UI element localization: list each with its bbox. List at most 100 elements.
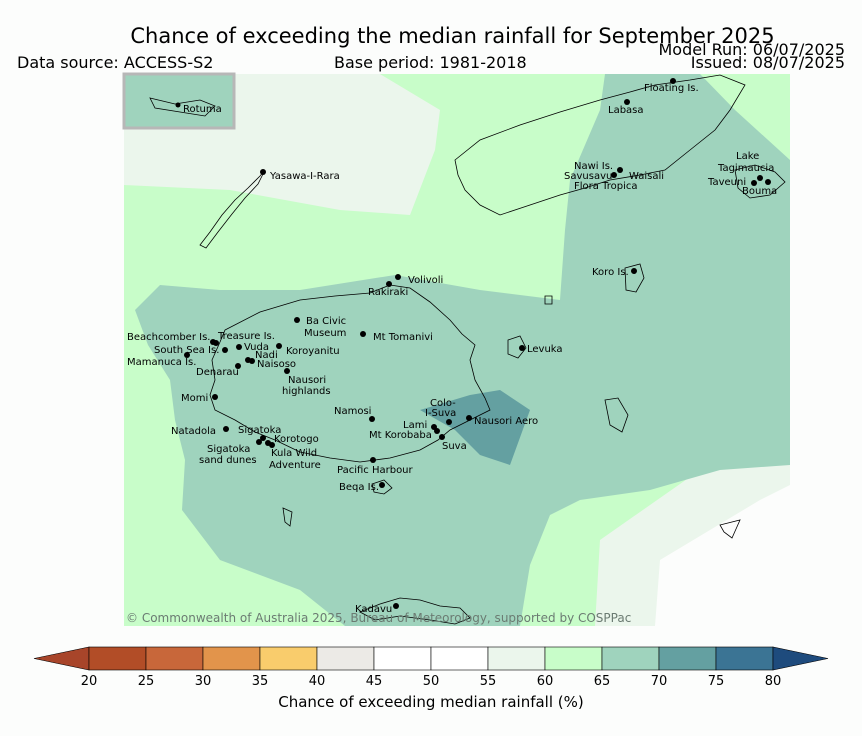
- natadola-label: Natadola: [171, 426, 216, 437]
- volivoli-dot: [395, 274, 401, 280]
- colorbar-tick-label: 30: [195, 674, 212, 689]
- base-period-text: Base period: 1981-2018: [334, 53, 527, 72]
- lake-label: Lake: [736, 151, 759, 162]
- lake-dot: [757, 175, 763, 181]
- colorbar-tick-label: 35: [252, 674, 269, 689]
- colorbar-extend-low: [33, 646, 90, 671]
- nawi-label: Nawi Is.: [574, 161, 613, 172]
- i-suva-label: I-Suva: [425, 408, 456, 419]
- zone-65-70: [135, 74, 790, 626]
- waisali-label: Waisali: [629, 171, 664, 182]
- museum-label: Museum: [304, 328, 346, 339]
- labasa-dot: [624, 99, 630, 105]
- denarau-label: Denarau: [196, 367, 239, 378]
- highlands-label: highlands: [282, 386, 331, 397]
- kula-dot: [269, 442, 275, 448]
- colorbar-tick-label: 65: [594, 674, 611, 689]
- small-island: [544, 295, 553, 305]
- colorbar-extend-high: [772, 646, 829, 671]
- denarau-dot: [235, 363, 241, 369]
- koro-dot: [631, 268, 637, 274]
- kadavu-coast: [359, 597, 471, 625]
- flora-label: Flora Tropica: [574, 181, 637, 192]
- south-sea-dot: [222, 347, 228, 353]
- mamanuca-label: Mamanuca Is.: [127, 357, 196, 368]
- rakiraki-label: Rakiraki: [368, 287, 408, 298]
- suva-label: Suva: [442, 441, 467, 452]
- koro-label: Koro Is.: [592, 267, 629, 278]
- ovalau-coast: [507, 335, 527, 359]
- vanua-levu-coast: [454, 74, 746, 216]
- colo-i-suva-dot: [446, 419, 452, 425]
- colorbar-tick-label: 45: [366, 674, 383, 689]
- colorbar-segment-50-55: [430, 646, 489, 671]
- colorbar-segment-75-80: [715, 646, 774, 671]
- lau-island-2: [282, 507, 293, 527]
- namosi-label: Namosi: [334, 406, 371, 417]
- naisoso-label: Naisoso: [257, 359, 296, 370]
- volivoli-label: Volivoli: [408, 275, 443, 286]
- tagimaucia-label: Tagimaucia: [717, 163, 774, 174]
- colorbar: 20 25 30 35 40 45 50 55 60 65 70 75 80: [33, 646, 829, 689]
- beqa-label: Beqa Is.: [339, 482, 379, 493]
- colorbar-segment-60-65: [544, 646, 603, 671]
- colorbar-tick-label: 70: [651, 674, 668, 689]
- colorbar-segment-35-40: [259, 646, 318, 671]
- beqa-dot: [379, 482, 385, 488]
- page-title: Chance of exceeding the median rainfall …: [130, 24, 775, 48]
- koroyanitu-dot: [276, 343, 282, 349]
- nadi-label: Nadi: [255, 350, 278, 361]
- yasawa-label: Yasawa-I-Rara: [269, 171, 340, 182]
- rotuma-dot: [175, 102, 181, 108]
- colorbar-segment-25-30: [145, 646, 204, 671]
- koro-coast: [624, 263, 645, 293]
- mt-korobaba-dot: [434, 428, 440, 434]
- nadi-dot-2: [249, 358, 255, 364]
- kadavu-dot: [393, 603, 399, 609]
- mt-tomanivi-dot: [360, 331, 366, 337]
- sigatoka-label: Sigatoka: [238, 425, 281, 436]
- issued-text: Issued: 08/07/2025: [690, 53, 845, 72]
- colorbar-segment-40-45: [316, 646, 375, 671]
- taveuni-dot: [751, 180, 757, 186]
- rakiraki-dot: [386, 281, 392, 287]
- ba-civic-label: Ba Civic: [306, 316, 346, 327]
- kadavu-label: Kadavu: [355, 604, 392, 615]
- pacific-harbour-dot: [370, 457, 376, 463]
- rotuma-label: Rotuma: [183, 104, 222, 115]
- treasure-label: Treasure Is.: [217, 331, 275, 342]
- vuda-dot: [236, 344, 242, 350]
- namosi-dot: [369, 416, 375, 422]
- savusavu-label: Savusavu: [564, 171, 612, 182]
- savusavu-dot: [611, 172, 617, 178]
- mt-tomanivi-label: Mt Tomanivi: [373, 332, 433, 343]
- korotogo-label: Korotogo: [274, 434, 319, 445]
- nausori-highlands-dot: [284, 368, 290, 374]
- colorbar-segment-20-25: [88, 646, 147, 671]
- bouma-label: Bouma: [742, 186, 777, 197]
- viti-levu-coast: [209, 284, 491, 463]
- colorbar-tick-label: 60: [537, 674, 554, 689]
- momi-dot: [212, 394, 218, 400]
- model-run-text: Model Run: 06/07/2025: [658, 40, 846, 59]
- nausori-aero-dot: [466, 415, 472, 421]
- sigatoka-dot: [260, 435, 266, 441]
- sigatoka-dot-2: [256, 439, 262, 445]
- koroyanitu-label: Koroyanitu: [286, 346, 340, 357]
- nausori-highlands-label: Nausori: [288, 375, 326, 386]
- colorbar-segment-55-60: [487, 646, 546, 671]
- floating-dot: [670, 78, 676, 84]
- natadola-dot: [223, 426, 229, 432]
- nawi-dot: [617, 167, 623, 173]
- colo-label: Colo-: [430, 398, 456, 409]
- colorbar-segment-30-35: [202, 646, 261, 671]
- labasa-label: Labasa: [608, 105, 644, 116]
- adventure-label: Adventure: [269, 460, 321, 471]
- lau-island-1: [604, 397, 629, 433]
- sand-dunes-label: sand dunes: [199, 455, 257, 466]
- copyright-text: © Commonwealth of Australia 2025, Bureau…: [126, 611, 631, 625]
- mt-korobaba-label: Mt Korobaba: [369, 430, 432, 441]
- beachcomber-label: Beachcomber Is.: [127, 332, 210, 343]
- colorbar-tick-label: 75: [708, 674, 725, 689]
